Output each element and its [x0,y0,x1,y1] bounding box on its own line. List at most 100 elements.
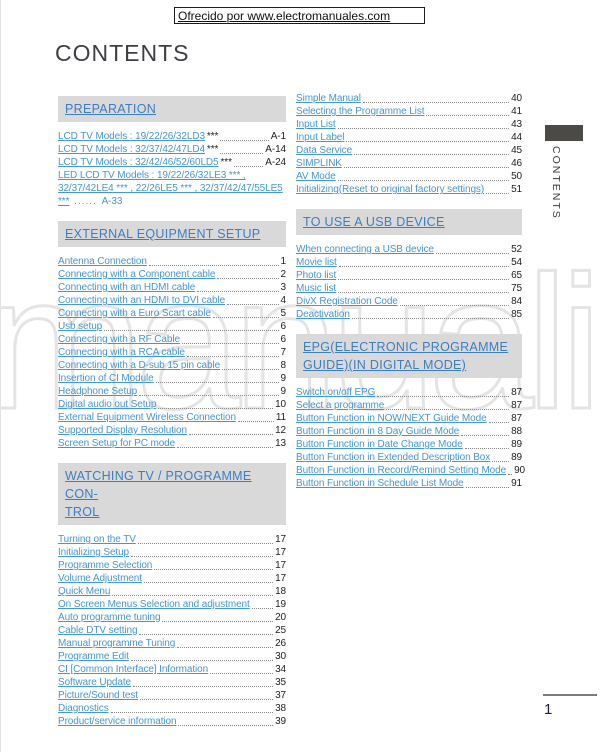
toc-entry-link[interactable]: Input Label [296,132,345,143]
toc-entry-link[interactable]: Data Service [296,145,353,156]
toc-entry-link[interactable]: Button Function in NOW/NEXT Guide Mode [296,413,487,424]
section-title-link[interactable]: WATCHING TV / PROGRAMME CON- TROL [65,469,252,519]
toc-entry-page: 89 [511,439,522,450]
toc-entry-page: 3 [280,282,287,293]
page-number: 1 [544,701,553,718]
toc-entry-page: 8 [280,360,287,371]
toc-entry-link[interactable]: Diagnostics [58,703,109,714]
dot-leader [227,304,279,305]
toc-entry-link[interactable]: Digital audio out Setup [58,399,157,410]
toc-entry-page: 5 [280,308,287,319]
toc-entry-link[interactable]: Usb setup [58,321,103,332]
toc-entry: Button Function in Record/Remind Setting… [296,464,525,477]
electromanuales-link[interactable]: Ofrecido por www.electromanuales.com [178,8,391,23]
toc-entry-link[interactable]: Supported Display Resolution [58,425,187,436]
toc-entry-suffix: *** [220,157,232,168]
toc-entry-link[interactable]: Button Function in Extended Description … [296,452,491,463]
toc-entry-link[interactable]: Button Function in Date Change Mode [296,439,463,450]
toc-entry-link[interactable]: Turning on the TV [58,534,136,545]
toc-entry-link[interactable]: Picture/Sound test [58,690,138,701]
toc-entry-link[interactable]: Simple Manual [296,93,361,104]
dot-leader [186,356,279,357]
dot-leader [212,317,279,318]
toc-entry-link[interactable]: Manual programme Tuning [58,638,176,649]
dot-leader [112,595,274,596]
toc-entry: Button Function in Extended Description … [296,451,522,464]
toc-entry-link[interactable]: Input List [296,119,336,130]
section-title-link[interactable]: EXTERNAL EQUIPMENT SETUP [65,227,261,241]
toc-entry-link[interactable]: External Equipment Wireless Connection [58,412,236,423]
toc-entry-link[interactable]: LCD TV Models : 32/42/46/52/60LD5 [58,157,219,168]
toc-entry-link[interactable]: Photo list [296,270,337,281]
dot-leader [492,461,510,462]
toc-entry-link[interactable]: Insertion of CI Module [58,373,154,384]
toc-entry-link[interactable]: Antenna Connection [58,256,147,267]
toc-entry-link[interactable]: Connecting with a RF Cable [58,334,180,345]
toc-entry-link[interactable]: On Screen Menus Selection and adjustment [58,599,250,610]
dot-leader [486,193,510,194]
toc-entry-link[interactable]: Connecting with an HDMI to DVI cable [58,295,226,306]
section-title-link[interactable]: PREPARATION [65,102,157,116]
toc-entry-page: A-33 [101,196,123,207]
toc-entry-link[interactable]: Selecting the Programme List [296,106,425,117]
toc-entry-link[interactable]: Software Update [58,677,131,688]
toc-entry-link[interactable]: Quick Menu [58,586,111,597]
toc-entry: Diagnostics 38 [58,702,286,715]
toc-entry: Connecting with a Euro Scart cable 5 [58,307,286,320]
toc-entry-link[interactable]: Select a programme [296,400,385,411]
toc-entry-link[interactable]: Button Function in Record/Remind Setting… [296,465,507,476]
toc-entry-link[interactable]: Music list [296,283,337,294]
toc-entry: Connecting with a RF Cable 6 [58,333,286,346]
dot-leader [188,434,274,435]
toc-entry-link[interactable]: Switch on/off EPG [296,387,376,398]
toc-entry-link[interactable]: Cable DTV setting [58,625,138,636]
dot-leader [220,140,269,141]
toc-entry-link[interactable]: Initializing(Reset to original factory s… [296,184,485,195]
toc-entry-link[interactable]: Screen Setup for PC mode [58,438,176,449]
toc-entry-link[interactable]: Volume Adjustment [58,573,142,584]
toc-entry-link[interactable]: Auto programme tuning [58,612,161,623]
toc-entry-link[interactable]: LCD TV Models : 19/22/26/32LD3 [58,131,205,142]
dot-leader [178,725,274,726]
toc-entry: External Equipment Wireless Connection 11 [58,411,286,424]
toc-entry-link[interactable]: Connecting with a Euro Scart cable [58,308,211,319]
toc-entry-link[interactable]: Programme Selection [58,560,153,571]
dot-leader [197,291,279,292]
toc-entry-link[interactable]: Connecting with a D-sub 15 pin cable [58,360,221,371]
dot-leader [217,278,279,279]
toc-entry-page: 87 [511,400,522,411]
toc-entry-link[interactable]: Button Function in Schedule List Mode [296,478,464,489]
toc-entry-link[interactable]: LED LCD TV Models : 19/22/26/32LE3 *** ,… [58,170,283,207]
toc-entry-page: 11 [275,412,286,423]
toc-entry-link[interactable]: DivX Registration Code [296,296,398,307]
toc-entry-link[interactable]: LCD TV Models : 32/37/42/47LD4 [58,144,205,155]
toc-entry-link[interactable]: Connecting with an HDMI cable [58,282,196,293]
toc-entry-link[interactable]: Connecting with a Component cable [58,269,216,280]
toc-entry-link[interactable]: Headphone Setup [58,386,138,397]
section-title-link[interactable]: EPG(ELECTRONIC PROGRAMME GUIDE)(IN DIGIT… [303,340,509,372]
section-header-bar: PREPARATION [58,96,286,122]
toc-entry-link[interactable]: Product/service information [58,716,177,727]
toc-entry-link[interactable]: Connecting with a RCA cable [58,347,185,358]
page-edge-line [0,0,1,752]
toc-entry: Button Function in Schedule List Mode 91 [296,477,522,490]
toc-entry-page: 30 [275,651,286,662]
toc-entry-link[interactable]: CI [Common Interface] Information [58,664,209,675]
toc-entry-link[interactable]: When connecting a USB device [296,244,434,255]
toc-entry-link[interactable]: AV Mode [296,171,336,182]
toc-entry: Product/service information 39 [58,715,286,728]
toc-entry-link[interactable]: Deactivation [296,309,350,320]
dot-leader [386,409,510,410]
toc-entry-link[interactable]: Programme Edit [58,651,129,662]
toc-entry: Music list 75 [296,282,522,295]
toc-entry-link[interactable]: Movie list [296,257,337,268]
toc-entry: Button Function in NOW/NEXT Guide Mode 87 [296,412,522,425]
dot-leader [362,102,510,103]
toc-entry-link[interactable]: Initializing Setup [58,547,130,558]
toc-entry: Usb setup 6 [58,320,286,333]
section-title-link[interactable]: TO USE A USB DEVICE [303,215,445,229]
footer-divider-line [543,694,597,696]
toc-entry-link[interactable]: Button Function in 8 Day Guide Mode [296,426,460,437]
toc-entry-page: 87 [511,387,522,398]
toc-entry-link[interactable]: SIMPLINK [296,158,342,169]
